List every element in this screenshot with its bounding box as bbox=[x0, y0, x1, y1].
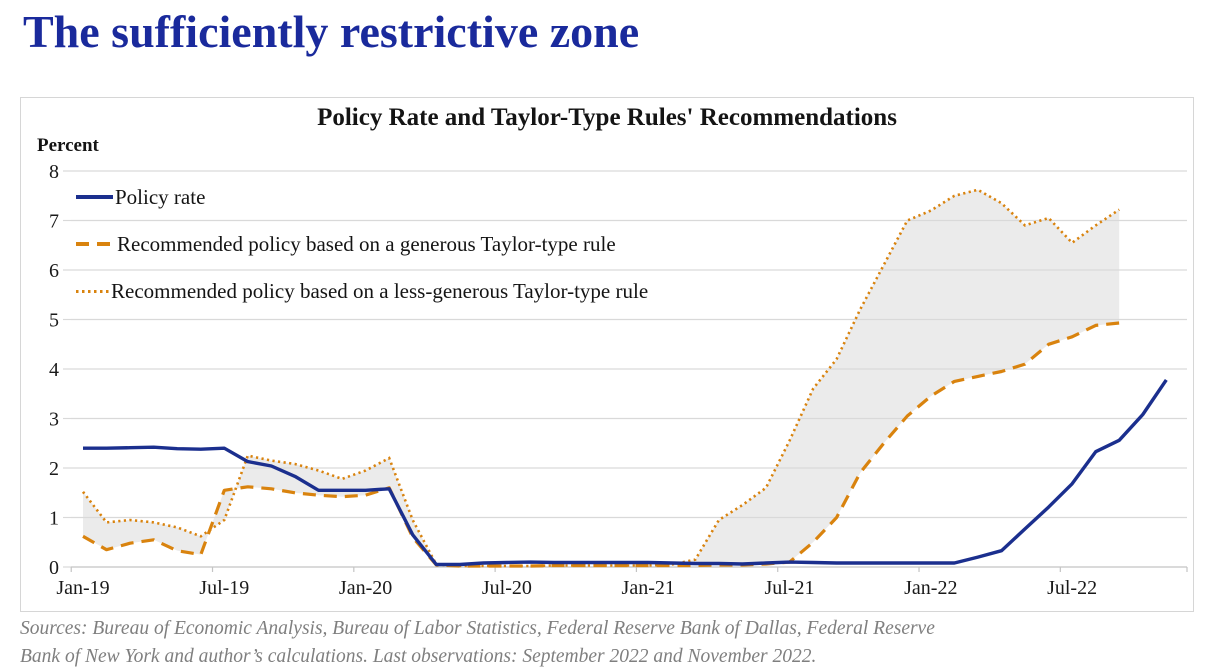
dashed-line-swatch-icon bbox=[76, 242, 115, 246]
y-tick-label: 4 bbox=[49, 359, 59, 381]
legend-item-generous-rule: Recommended policy based on a generous T… bbox=[76, 229, 648, 259]
y-tick-label: 2 bbox=[49, 458, 59, 480]
page-title: The sufficiently restrictive zone bbox=[23, 6, 640, 57]
x-tick-label: Jul-19 bbox=[199, 577, 249, 599]
chart-frame: 0 1 2 3 4 5 6 7 8 Jan-19 Jul-19 Jan-20 Jul-20 Jan-21 J… bbox=[20, 97, 1194, 612]
y-axis-unit-label: Percent bbox=[37, 135, 99, 156]
policy-rate-line bbox=[83, 378, 1168, 567]
y-tick-label: 1 bbox=[49, 508, 59, 530]
legend-item-less-generous-rule: Recommended policy based on a less-gener… bbox=[76, 276, 648, 306]
chart-title: Policy Rate and Taylor-Type Rules' Recom… bbox=[317, 104, 897, 131]
y-tick-label: 6 bbox=[49, 260, 59, 282]
sources-line-1: Sources: Bureau of Economic Analysis, Bu… bbox=[20, 618, 935, 639]
x-tick-label: Jul-22 bbox=[1047, 577, 1097, 599]
y-tick-label: 7 bbox=[49, 211, 59, 233]
recommendation-zone-fill bbox=[83, 189, 1120, 567]
sources-note: Sources: Bureau of Economic Analysis, Bu… bbox=[20, 615, 1200, 670]
y-tick-label: 8 bbox=[49, 161, 59, 183]
solid-line-swatch-icon bbox=[76, 195, 113, 199]
y-tick-label: 5 bbox=[49, 310, 59, 332]
y-tick-label: 0 bbox=[49, 557, 59, 579]
legend-item-policy-rate: Policy rate bbox=[76, 182, 648, 212]
x-tick-label: Jul-20 bbox=[482, 577, 532, 599]
x-tick-label: Jan-20 bbox=[339, 577, 392, 599]
x-tick-label: Jan-19 bbox=[56, 577, 109, 599]
legend-label: Recommended policy based on a less-gener… bbox=[111, 278, 649, 303]
x-tick-label: Jul-21 bbox=[765, 577, 815, 599]
chart-legend: Policy rate Recommended policy based on … bbox=[76, 182, 648, 323]
legend-label: Policy rate bbox=[115, 184, 206, 209]
dotted-line-swatch-icon bbox=[76, 289, 109, 293]
sources-line-2: Bank of New York and author’s calculatio… bbox=[20, 645, 817, 667]
y-tick-label: 3 bbox=[49, 409, 59, 431]
generous-taylor-rule-line bbox=[82, 321, 1120, 568]
policy-rate-chart-canvas: 0 1 2 3 4 5 6 7 8 Jan-19 Jul-19 Jan-20 Jul-20 Jan-21 J… bbox=[49, 161, 1188, 599]
x-tick-label: Jan-22 bbox=[904, 577, 957, 599]
legend-label: Recommended policy based on a generous T… bbox=[117, 231, 616, 256]
x-tick-label: Jan-21 bbox=[622, 577, 675, 599]
